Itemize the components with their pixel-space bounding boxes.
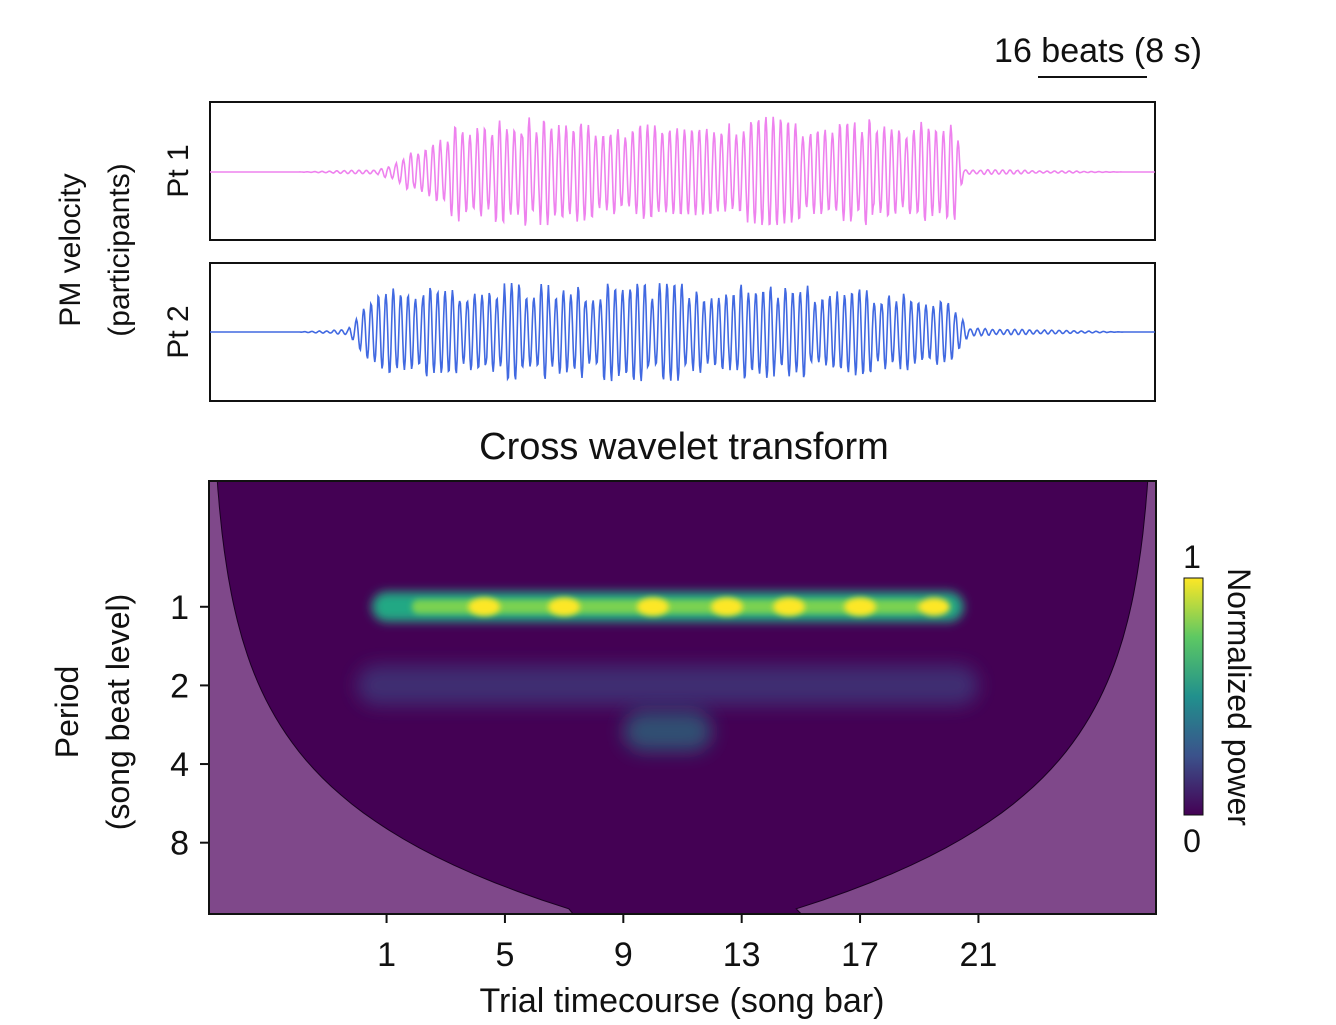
wavelet-ylabel: Period (song beat level) <box>49 594 136 831</box>
velocity-ylabel-line1: PM velocity <box>54 173 87 326</box>
wavelet-ylabel-line1: Period <box>49 666 85 759</box>
velocity-panel-pt1: Pt 1 <box>162 101 1156 241</box>
colorbar-max-label: 1 <box>1183 539 1201 575</box>
heatmap-peak <box>773 597 806 616</box>
x-tick-label: 5 <box>495 936 514 974</box>
scale-bar-label: 16 beats (8 s) <box>994 32 1202 70</box>
heatmap-frame <box>208 480 1157 915</box>
heatmap-peak <box>548 597 581 616</box>
y-tick-label: 4 <box>170 746 189 784</box>
colorbar-gradient <box>1183 577 1204 816</box>
colorbar-title: Normalized power <box>1221 568 1257 826</box>
x-axis-ticks: 1 5 9 13 17 21 <box>377 914 997 974</box>
heatmap-peak <box>636 597 669 616</box>
velocity-ylabel: PM velocity (participants) <box>54 163 136 336</box>
pt1-velocity-line <box>210 116 1155 226</box>
heatmap-peak <box>918 597 951 616</box>
x-tick-label: 1 <box>377 936 396 974</box>
velocity-ylabel-line2: (participants) <box>103 163 136 336</box>
colorbar-min-label: 0 <box>1183 823 1201 859</box>
wavelet-heatmap: 1 5 9 13 17 21 1 2 4 8 <box>170 480 1157 974</box>
heatmap-band <box>623 711 713 752</box>
heatmap-features <box>356 591 979 752</box>
pt2-velocity-line <box>210 283 1155 382</box>
x-tick-label: 13 <box>723 936 761 974</box>
heatmap-band <box>356 665 979 706</box>
wavelet-xlabel: Trial timecourse (song bar) <box>480 982 885 1020</box>
y-tick-label: 2 <box>170 667 189 705</box>
x-tick-label: 21 <box>960 936 998 974</box>
x-tick-label: 17 <box>841 936 879 974</box>
pt2-label: Pt 2 <box>162 305 195 358</box>
cone-of-influence-right <box>795 481 1156 914</box>
heatmap-peak <box>468 597 501 616</box>
wavelet-ylabel-line2: (song beat level) <box>100 594 136 831</box>
cone-of-influence-left <box>209 481 574 914</box>
heatmap-peak <box>710 597 743 616</box>
y-tick-label: 8 <box>170 825 189 863</box>
wavelet-title: Cross wavelet transform <box>479 426 889 468</box>
colorbar: 1 0 Normalized power <box>1183 539 1257 859</box>
heatmap-peak <box>844 597 877 616</box>
x-tick-label: 9 <box>614 936 633 974</box>
y-axis-ticks: 1 2 4 8 <box>170 589 209 863</box>
y-tick-label: 1 <box>170 589 189 627</box>
velocity-panel-pt2: Pt 2 <box>162 262 1156 402</box>
pt1-label: Pt 1 <box>162 144 195 197</box>
